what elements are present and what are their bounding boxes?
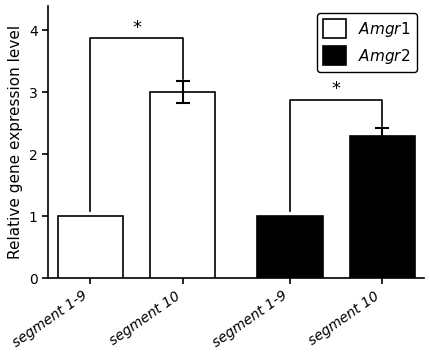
Bar bbox=[350, 136, 415, 278]
Y-axis label: Relative gene expression level: Relative gene expression level bbox=[8, 25, 23, 259]
Legend: $\it{Amgr1}$, $\it{Amgr2}$: $\it{Amgr1}$, $\it{Amgr2}$ bbox=[317, 13, 417, 72]
Bar bbox=[58, 216, 123, 278]
Bar bbox=[150, 92, 215, 278]
Text: *: * bbox=[332, 80, 341, 99]
Bar bbox=[258, 216, 322, 278]
Text: *: * bbox=[132, 19, 141, 37]
